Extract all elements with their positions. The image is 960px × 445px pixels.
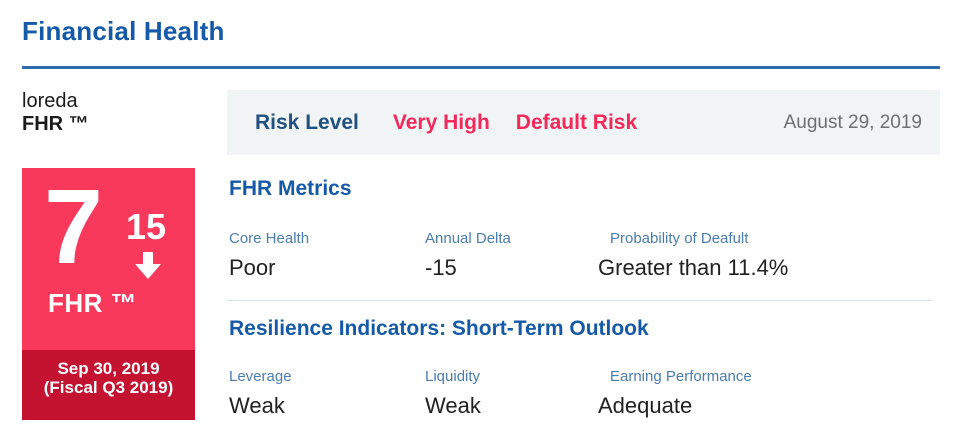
metric-core-health: Core Health Poor: [229, 230, 425, 281]
metric-label: Earning Performance: [610, 368, 752, 385]
metric-value: Weak: [425, 393, 481, 418]
metric-annual-delta: Annual Delta -15: [425, 230, 598, 281]
section-divider: [227, 300, 932, 301]
metric-label: Liquidity: [425, 368, 481, 385]
metric-probability-of-default: Probability of Deafult Greater than 11.4…: [598, 230, 928, 281]
brand-name: loreda: [22, 90, 78, 112]
metric-label: Annual Delta: [425, 230, 511, 247]
metric-label: Core Health: [229, 230, 310, 247]
metric-label: Leverage: [229, 368, 292, 385]
metric-value: Weak: [229, 393, 285, 418]
fiscal-date-footer: Sep 30, 2019 (Fiscal Q3 2019): [22, 350, 195, 420]
fhr-score-card: 7 15 FHR ™ Sep 30, 2019 (Fiscal Q3 2019): [22, 168, 195, 420]
page-title: Financial Health: [22, 16, 225, 46]
brand-block: loreda FHR ™: [22, 90, 89, 136]
metric-earning-performance: Earning Performance Adequate: [598, 368, 928, 419]
risk-level-value: Very High: [392, 110, 490, 134]
risk-type-value: Default Risk: [515, 110, 638, 134]
resilience-indicators-row: Leverage Weak Liquidity Weak Earning Per…: [229, 368, 928, 419]
fiscal-date-line1: Sep 30, 2019: [57, 359, 160, 378]
risk-level-banner: Risk Level Very High Default Risk August…: [227, 90, 940, 155]
metric-value: Adequate: [598, 393, 693, 418]
metric-value: -15: [425, 255, 457, 280]
metric-leverage: Leverage Weak: [229, 368, 425, 419]
fhr-delta-value: 15: [126, 206, 167, 247]
risk-level-label: Risk Level: [255, 110, 359, 134]
brand-product-label: FHR ™: [22, 113, 89, 135]
metric-liquidity: Liquidity Weak: [425, 368, 598, 419]
metric-label: Probability of Deafult: [610, 230, 749, 247]
fiscal-date-line2: (Fiscal Q3 2019): [43, 378, 174, 397]
arrow-down-icon: [135, 252, 161, 279]
fhr-metrics-row: Core Health Poor Annual Delta -15 Probab…: [229, 230, 928, 281]
fhr-card-label: FHR ™: [48, 288, 138, 318]
report-date: August 29, 2019: [783, 111, 922, 133]
section-title-resilience-indicators: Resilience Indicators: Short-Term Outloo…: [229, 317, 649, 340]
fhr-score-value: 7: [44, 168, 103, 286]
title-divider: [22, 66, 940, 69]
metric-value: Greater than 11.4%: [598, 255, 789, 280]
section-title-fhr-metrics: FHR Metrics: [229, 177, 352, 200]
metric-value: Poor: [229, 255, 276, 280]
